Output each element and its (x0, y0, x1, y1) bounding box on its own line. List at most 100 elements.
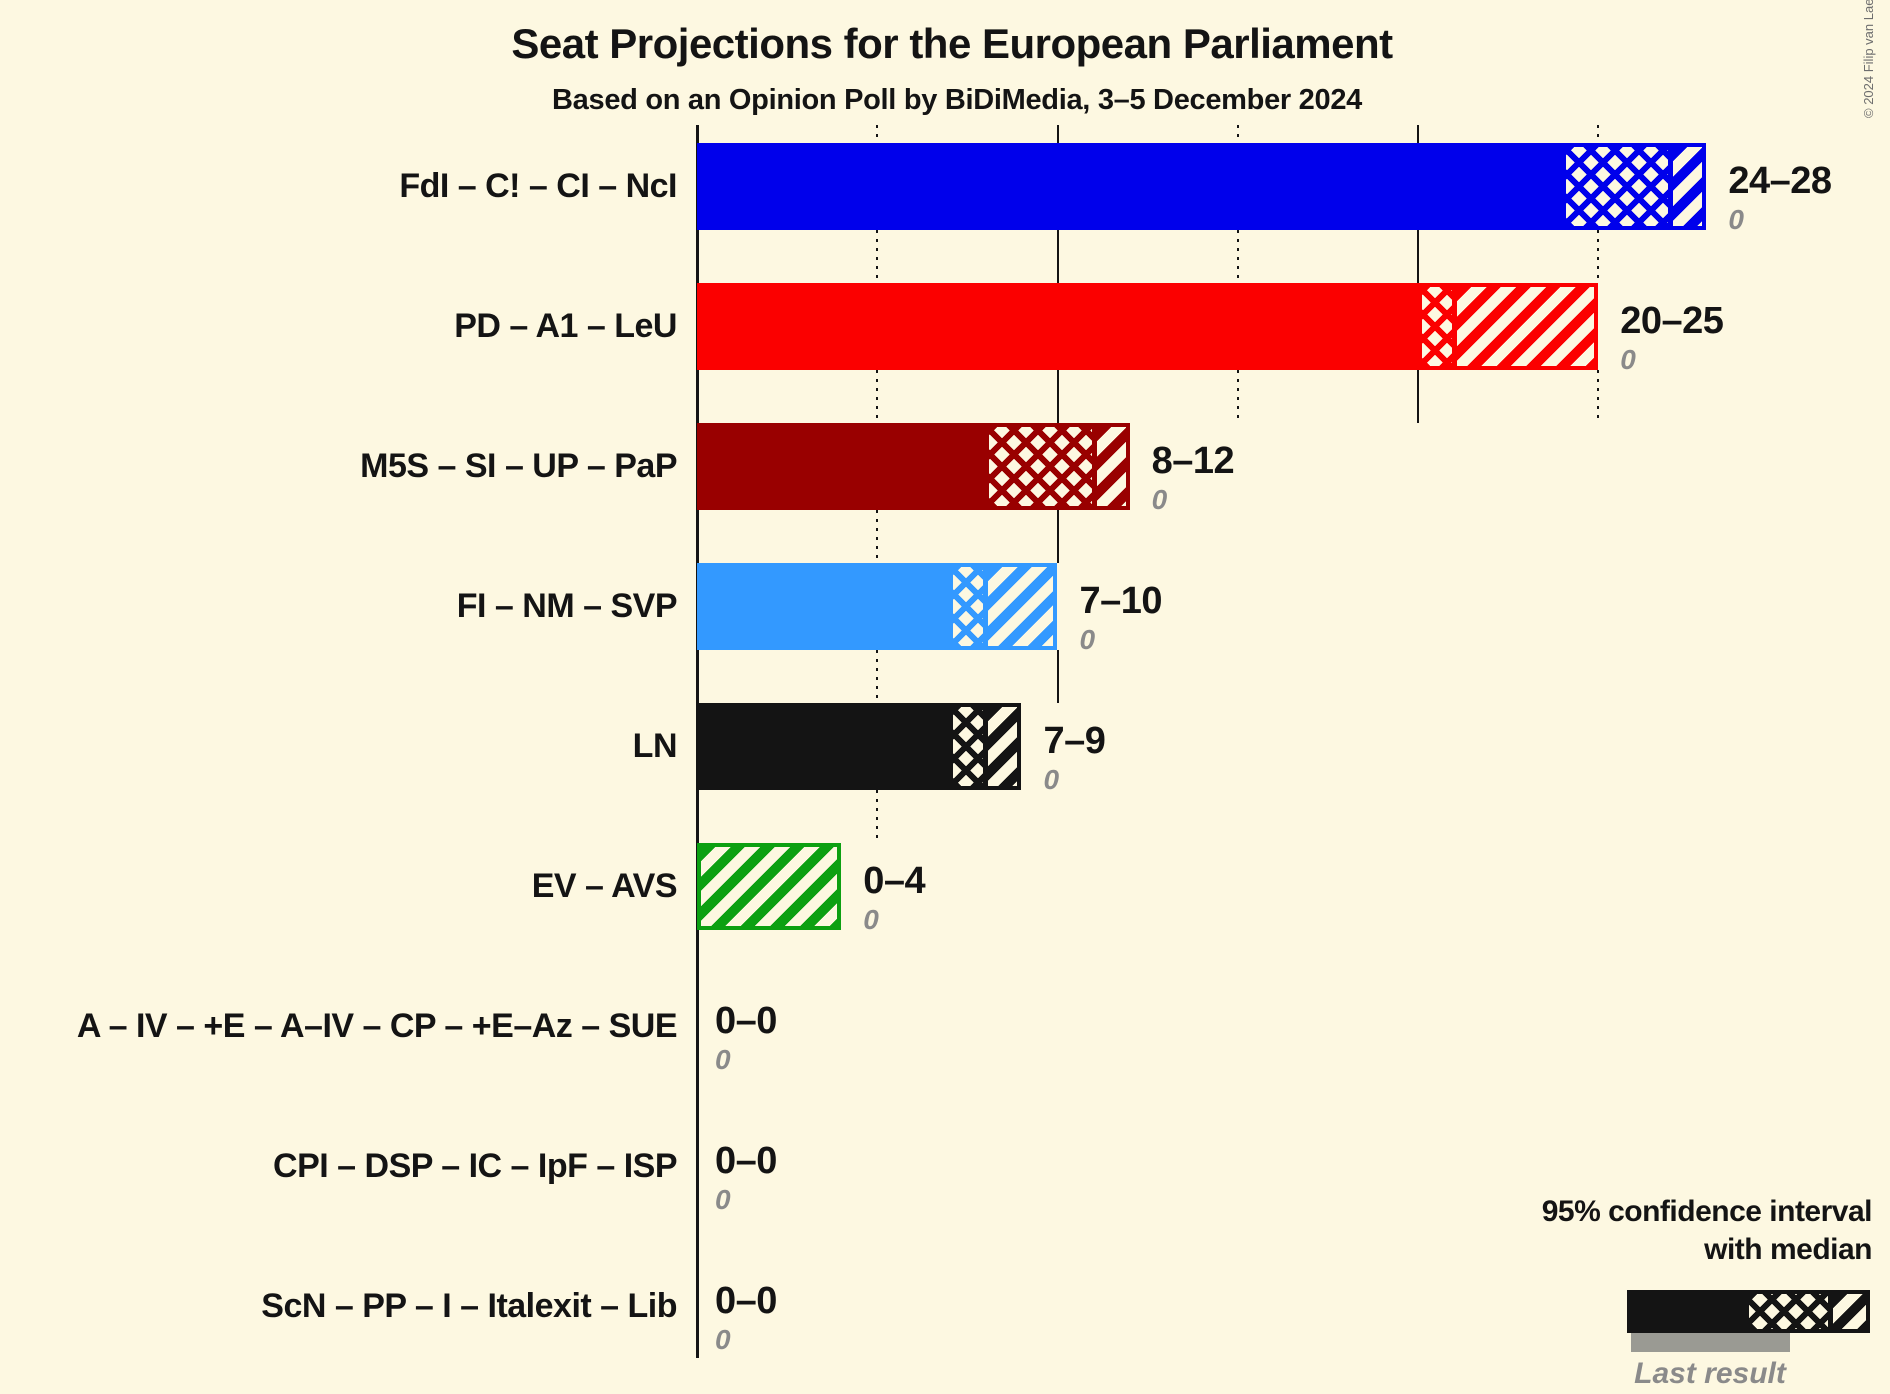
value-block: 8–12 0 (1152, 435, 1235, 522)
last-result-value: 0 (715, 1044, 731, 1076)
median-to-high-diagonal-hatch (701, 847, 838, 926)
legend-ci-label-line1: 95% confidence interval (1541, 1195, 1873, 1228)
gridline-10-seats (1056, 650, 1059, 703)
seat-range-label: 24–28 (1728, 160, 1832, 203)
last-result-value: 0 (863, 904, 879, 936)
median-to-high-diagonal-hatch (988, 707, 1018, 786)
page-subtitle: Based on an Opinion Poll by BiDiMedia, 3… (552, 84, 1362, 116)
bar-solid-segment (697, 423, 986, 510)
median-divider (1668, 147, 1674, 226)
bar-row: LN 7–9 0 (0, 703, 1890, 795)
value-block: 7–10 0 (1080, 575, 1163, 662)
seat-range-label: 0–0 (715, 1000, 777, 1043)
bar-solid-segment (697, 563, 950, 650)
last-result-value: 0 (1151, 484, 1168, 516)
median-to-high-diagonal-hatch (1096, 427, 1126, 506)
party-label: A – IV – +E – A–IV – CP – +E–Az – SUE (76, 1007, 678, 1045)
value-block: 0–0 0 (715, 995, 777, 1082)
gridline-10-seats (1056, 370, 1059, 423)
bar-row: A – IV – +E – A–IV – CP – +E–Az – SUE 0–0… (0, 983, 1890, 1074)
low-to-median-crosshatch (953, 707, 984, 786)
value-block: 7–9 0 (1043, 715, 1105, 802)
bar-row: PD – A1 – LeU 20–25 0 (0, 283, 1890, 375)
party-label: EV – AVS (531, 867, 678, 905)
gridline-5-seats (876, 510, 879, 563)
gridline-15-seats (1236, 230, 1239, 283)
last-result-value: 0 (715, 1184, 731, 1216)
gridline-20-seats (1417, 230, 1419, 283)
value-block: 20–25 0 (1620, 295, 1724, 382)
last-result-value: 0 (1043, 764, 1060, 796)
bar-row: FdI – C! – CI – NcI 24–28 0 (0, 143, 1890, 235)
low-to-median-crosshatch (989, 427, 1092, 506)
bar-solid-segment (697, 703, 950, 790)
legend-sample-solid-segment (1631, 1294, 1749, 1329)
bar-row: ScN – PP – I – Italexit – Lib 0–0 0 (0, 1263, 1890, 1354)
low-to-median-crosshatch (1422, 287, 1453, 366)
legend: 95% confidence interval with median Last… (1540, 1195, 1880, 1390)
gridline-25-seats (1597, 370, 1600, 423)
party-label: ScN – PP – I – Italexit – Lib (261, 1287, 677, 1325)
bar-row: M5S – SI – UP – PaP 8–12 0 (0, 423, 1890, 515)
gridline-5-seats (876, 125, 879, 143)
party-label: CPI – DSP – IC – IpF – ISP (273, 1147, 677, 1185)
party-label: FI – NM – SVP (456, 587, 678, 625)
value-block: 0–0 0 (715, 1275, 777, 1362)
low-to-median-crosshatch (953, 567, 984, 646)
confidence-interval-box (697, 843, 842, 930)
seat-range-label: 8–12 (1151, 440, 1235, 483)
legend-sample-bar (1627, 1290, 1870, 1333)
last-result-value: 0 (1079, 624, 1096, 656)
gridline-20-seats (1417, 370, 1419, 423)
low-to-median-crosshatch (1566, 147, 1669, 226)
gridline-10-seats (1056, 230, 1059, 283)
gridline-20-seats (1417, 125, 1419, 143)
legend-ci-label-line2: with median (1704, 1233, 1872, 1266)
median-divider (1452, 287, 1458, 366)
legend-sample-diagonal-segment (1833, 1294, 1866, 1329)
value-block: 0–0 0 (715, 1135, 777, 1222)
seat-range-label: 0–0 (715, 1140, 777, 1183)
gridline-15-seats (1236, 370, 1239, 423)
gridline-5-seats (876, 230, 879, 283)
bar-row: FI – NM – SVP 7–10 0 (0, 563, 1890, 655)
last-result-value: 0 (1620, 344, 1636, 376)
bar-solid-segment (697, 143, 1563, 230)
gridline-10-seats (1056, 125, 1059, 143)
bar-row: EV – AVS 0–4 0 (0, 843, 1890, 935)
median-divider (1091, 427, 1097, 506)
party-label: PD – A1 – LeU (454, 307, 677, 345)
gridline-25-seats (1597, 230, 1600, 283)
gridline-15-seats (1236, 125, 1239, 143)
page-title: Seat Projections for the European Parlia… (511, 20, 1393, 67)
seat-range-label: 20–25 (1620, 300, 1724, 343)
last-result-value: 0 (1728, 204, 1744, 236)
median-divider (983, 567, 989, 646)
last-result-value: 0 (715, 1324, 731, 1356)
seat-range-label: 7–10 (1079, 580, 1163, 623)
party-label: M5S – SI – UP – PaP (360, 447, 677, 485)
confidence-interval-box (949, 563, 1058, 650)
seat-range-label: 0–4 (863, 860, 926, 903)
median-to-high-diagonal-hatch (1673, 147, 1703, 226)
legend-last-result-bar (1631, 1333, 1790, 1352)
gridline-5-seats (876, 790, 879, 843)
legend-sample-crosshatch-segment (1749, 1294, 1828, 1329)
confidence-interval-box (1562, 143, 1707, 230)
value-block: 24–28 0 (1728, 155, 1832, 242)
seat-range-label: 0–0 (715, 1280, 777, 1323)
gridline-5-seats (876, 370, 879, 423)
median-to-high-diagonal-hatch (988, 567, 1054, 646)
legend-sample-median-divider (1828, 1294, 1833, 1329)
confidence-interval-box (949, 703, 1022, 790)
gridline-5-seats (876, 650, 879, 703)
party-label: LN (632, 727, 678, 765)
party-label: FdI – C! – CI – NcI (399, 167, 677, 205)
gridline-10-seats (1056, 510, 1059, 563)
bar-solid-segment (697, 283, 1418, 370)
legend-last-result-label: Last result (1634, 1357, 1786, 1390)
confidence-interval-box (985, 423, 1130, 510)
bar-row: CPI – DSP – IC – IpF – ISP 0–0 0 (0, 1123, 1890, 1214)
median-to-high-diagonal-hatch (1457, 287, 1595, 366)
